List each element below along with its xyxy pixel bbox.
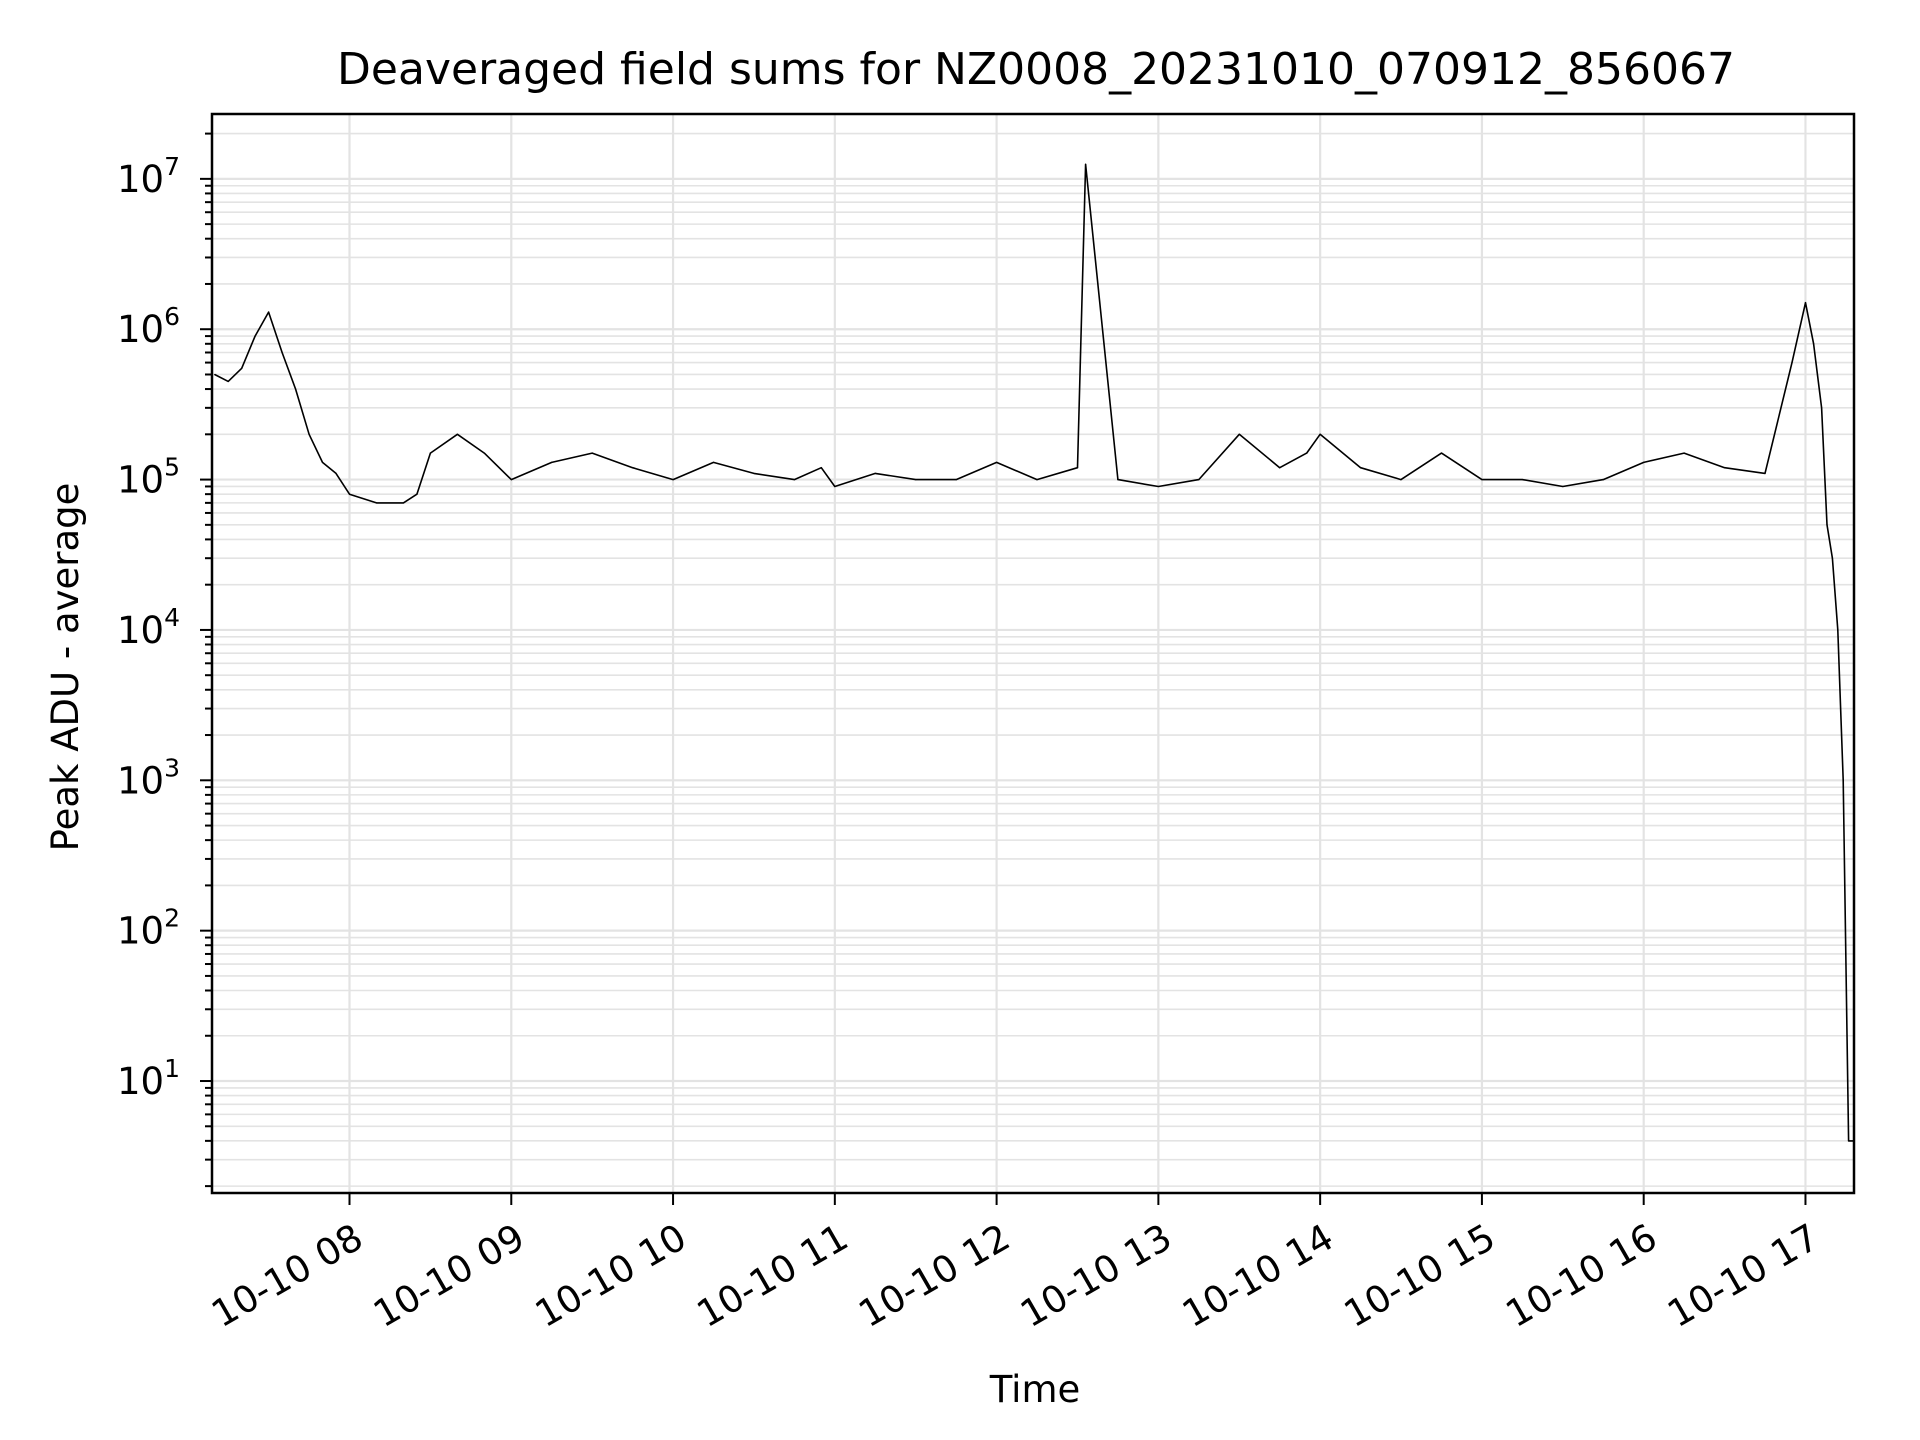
y-tick-label-base: 10 xyxy=(117,158,164,201)
y-tick-label: 105 xyxy=(117,453,180,502)
data-point xyxy=(1602,479,1604,481)
data-point xyxy=(1198,479,1200,481)
data-point xyxy=(321,461,324,463)
series-line xyxy=(214,163,1854,1142)
y-tick-label: 107 xyxy=(117,152,180,201)
y-tick-label-base: 10 xyxy=(117,759,164,802)
y-tick-label: 106 xyxy=(117,302,180,351)
data-point xyxy=(1085,163,1087,165)
data-point xyxy=(712,461,715,463)
data-point xyxy=(1521,479,1523,481)
data-point xyxy=(820,467,822,469)
data-point xyxy=(1400,479,1402,481)
data-point xyxy=(1238,433,1240,435)
data-point xyxy=(214,373,216,376)
data-point xyxy=(1804,302,1807,304)
data-point xyxy=(281,351,283,354)
data-point xyxy=(1813,343,1815,345)
data-point xyxy=(1826,524,1828,526)
y-tick-label: 103 xyxy=(117,753,180,802)
data-point xyxy=(227,380,229,382)
data-point xyxy=(591,452,593,454)
data-point xyxy=(1683,452,1685,454)
y-tick-label-exponent: 5 xyxy=(164,453,180,482)
data-point xyxy=(375,502,378,504)
y-tick-label-exponent: 4 xyxy=(164,603,180,632)
data-point xyxy=(241,367,243,369)
data-point xyxy=(254,335,256,337)
data-point xyxy=(1821,407,1823,409)
y-tick-label-exponent: 2 xyxy=(164,904,180,933)
y-tick-label: 102 xyxy=(117,904,180,953)
data-point xyxy=(1848,1140,1850,1142)
data-point xyxy=(1791,362,1793,364)
data-point xyxy=(1481,479,1483,481)
y-tick-label-exponent: 7 xyxy=(164,152,180,181)
grid xyxy=(212,114,1854,1193)
y-tick-label-exponent: 1 xyxy=(164,1054,180,1083)
data-point xyxy=(456,433,458,435)
y-tick-label-exponent: 3 xyxy=(164,753,180,782)
series-line-group xyxy=(214,163,1855,1142)
data-point xyxy=(551,461,553,463)
data-point xyxy=(874,472,876,474)
data-point xyxy=(1831,557,1833,559)
data-point xyxy=(955,479,957,481)
data-point xyxy=(1319,433,1321,435)
data-point xyxy=(1157,485,1159,488)
y-tick-label: 104 xyxy=(117,603,180,652)
y-tick-label: 101 xyxy=(117,1054,180,1103)
y-tick-label-base: 10 xyxy=(117,1060,164,1103)
data-point xyxy=(834,485,836,488)
y-tick-label-exponent: 6 xyxy=(164,302,180,331)
data-point xyxy=(1279,467,1281,469)
data-point xyxy=(1036,479,1038,481)
data-point xyxy=(915,479,917,481)
data-point xyxy=(295,388,297,390)
data-point xyxy=(753,472,755,474)
y-axis-label: Peak ADU - average xyxy=(44,483,87,852)
data-point xyxy=(1360,467,1362,469)
data-point xyxy=(348,493,351,495)
data-point xyxy=(632,467,634,469)
data-point xyxy=(268,311,270,313)
data-point xyxy=(429,452,431,454)
data-point xyxy=(483,452,485,454)
tick-marks xyxy=(200,132,1807,1205)
data-point xyxy=(1643,461,1645,463)
y-tick-label-base: 10 xyxy=(117,459,164,502)
y-tick-label-base: 10 xyxy=(117,609,164,652)
data-point xyxy=(1117,479,1119,481)
data-point xyxy=(1764,472,1766,474)
data-point xyxy=(672,479,674,481)
data-point xyxy=(308,433,310,435)
data-point xyxy=(793,479,796,481)
data-point xyxy=(1076,467,1079,469)
data-point xyxy=(1842,779,1844,781)
x-axis-label: Time xyxy=(989,1368,1081,1411)
data-point xyxy=(402,502,404,504)
y-tick-label-base: 10 xyxy=(117,308,164,351)
data-point xyxy=(1724,467,1726,469)
data-point xyxy=(1306,452,1308,454)
data-point xyxy=(416,493,418,495)
data-point xyxy=(510,479,512,481)
data-point xyxy=(996,461,998,463)
y-tick-label-base: 10 xyxy=(117,910,164,953)
data-point xyxy=(1837,629,1839,631)
data-point xyxy=(1562,485,1564,488)
data-point xyxy=(1440,452,1443,454)
data-point xyxy=(335,472,337,474)
chart-title: Deaveraged field sums for NZ0008_2023101… xyxy=(337,44,1735,95)
